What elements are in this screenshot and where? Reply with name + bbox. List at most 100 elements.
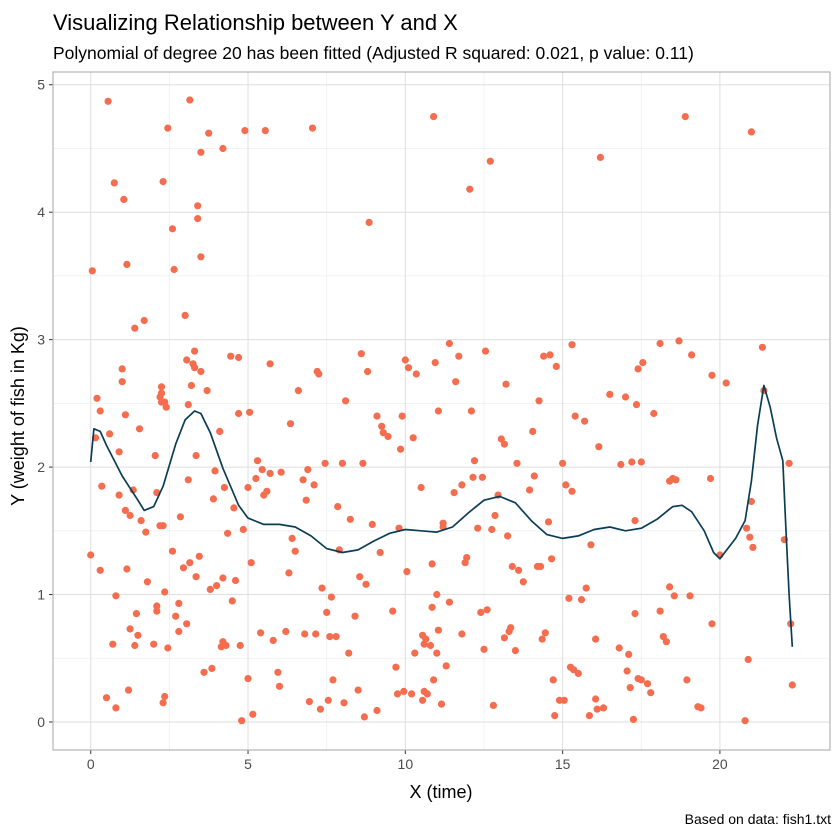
data-point: [708, 620, 716, 628]
data-point: [249, 710, 257, 718]
data-point: [310, 481, 318, 489]
data-point: [430, 676, 438, 684]
data-point: [194, 202, 202, 210]
data-point: [541, 629, 549, 637]
data-point: [312, 630, 320, 638]
data-point: [131, 641, 139, 650]
data-point: [629, 715, 638, 724]
data-point: [400, 687, 408, 696]
data-point: [412, 370, 420, 378]
y-tick-label: 0: [37, 714, 45, 730]
data-point: [500, 440, 508, 448]
data-point: [455, 352, 463, 360]
data-point: [261, 127, 269, 135]
data-point: [392, 663, 400, 671]
data-point: [302, 496, 310, 504]
data-point: [327, 593, 335, 601]
data-point: [744, 655, 752, 664]
data-point: [628, 458, 636, 466]
data-point: [197, 367, 205, 376]
data-point: [463, 554, 471, 562]
data-point: [373, 706, 381, 715]
data-point: [384, 432, 392, 441]
data-point: [159, 699, 167, 707]
data-point: [749, 543, 757, 552]
data-point: [378, 422, 386, 430]
data-point: [98, 482, 106, 490]
data-point: [334, 503, 342, 511]
y-tick-label: 3: [37, 332, 45, 348]
data-point: [708, 371, 716, 379]
data-point: [324, 696, 332, 704]
data-point: [507, 624, 515, 632]
data-point: [404, 364, 413, 372]
data-point: [535, 397, 543, 405]
data-point: [747, 128, 756, 136]
data-point: [345, 649, 353, 657]
data-point: [623, 667, 631, 675]
data-point: [354, 686, 362, 694]
data-point: [184, 476, 192, 484]
data-point: [275, 682, 284, 690]
data-point: [195, 552, 203, 560]
chart-subtitle: Polynomial of degree 20 has been fitted …: [53, 43, 694, 63]
data-point: [357, 350, 365, 358]
data-point: [419, 696, 427, 704]
data-point: [681, 113, 689, 121]
x-tick-label: 0: [87, 756, 95, 772]
data-point: [368, 520, 376, 529]
data-point: [340, 699, 348, 707]
data-point: [743, 524, 751, 532]
data-point: [656, 339, 664, 348]
data-point: [132, 610, 140, 618]
data-point: [389, 607, 397, 615]
data-point: [110, 179, 118, 187]
data-point: [159, 178, 167, 186]
data-point: [467, 407, 475, 415]
data-point: [437, 700, 446, 708]
data-point: [326, 633, 334, 641]
data-point: [121, 506, 129, 514]
data-point: [675, 337, 683, 345]
data-point: [706, 474, 715, 483]
data-point: [488, 525, 496, 534]
data-point: [241, 127, 249, 135]
data-point: [231, 576, 240, 585]
data-point: [93, 394, 101, 402]
data-point: [428, 603, 436, 611]
data-point: [530, 472, 538, 480]
data-point: [788, 681, 796, 689]
data-point: [235, 409, 243, 418]
data-point: [643, 680, 652, 688]
data-point: [581, 417, 589, 425]
data-point: [617, 460, 625, 469]
data-point: [422, 635, 430, 643]
data-point: [184, 401, 192, 409]
data-point: [112, 704, 120, 712]
data-point: [118, 365, 126, 373]
data-point: [115, 448, 123, 456]
data-point: [428, 560, 436, 568]
data-point: [508, 562, 516, 571]
data-point: [502, 380, 510, 388]
data-point: [150, 640, 158, 648]
data-point: [785, 459, 793, 467]
data-point: [305, 698, 313, 706]
data-point: [565, 594, 573, 602]
data-point: [258, 466, 266, 474]
data-point: [666, 583, 674, 591]
data-point: [491, 511, 499, 520]
data-point: [179, 564, 188, 572]
data-point: [291, 547, 299, 555]
data-point: [238, 717, 246, 725]
data-point: [308, 124, 317, 132]
data-point: [220, 483, 228, 492]
data-point: [134, 631, 142, 639]
data-point: [194, 215, 202, 223]
data-point: [315, 370, 323, 378]
data-point: [164, 124, 172, 132]
data-point: [87, 551, 95, 559]
data-point: [639, 359, 647, 367]
data-point: [135, 425, 144, 433]
